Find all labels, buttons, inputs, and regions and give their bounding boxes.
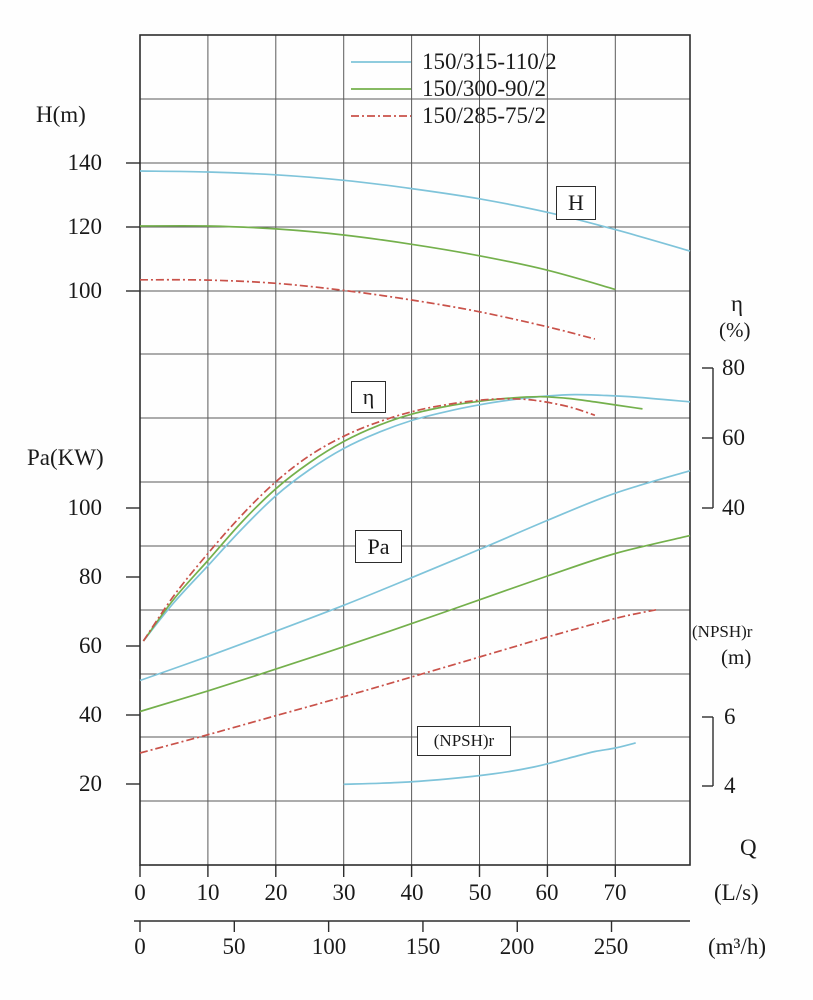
qls-tick-50: 50 xyxy=(468,880,492,905)
qm3h-tick-100: 100 xyxy=(311,934,347,959)
h-tick-120: 120 xyxy=(67,214,103,239)
qm3h-tick-0: 0 xyxy=(134,934,146,959)
curve-eta-150-300-90-2 xyxy=(142,395,643,642)
qls-tick-20: 20 xyxy=(264,880,288,905)
qm3h-tick-50: 50 xyxy=(222,934,246,959)
npsh-curve-tag: (NPSH)r xyxy=(417,726,511,756)
qm3h-tick-150: 150 xyxy=(405,934,441,959)
curve-npsh-150-315-110-2 xyxy=(343,742,636,786)
h-tick-100: 100 xyxy=(67,278,103,303)
curve-eta-150-285-75-2 xyxy=(142,397,596,642)
eta-tick-80: 80 xyxy=(722,355,745,380)
q-unit-ls: (L/s) xyxy=(714,880,759,905)
legend-label: 150/285-75/2 xyxy=(422,102,546,128)
eta-tick-60: 60 xyxy=(722,425,745,450)
h-tick-140: 140 xyxy=(67,150,103,175)
legend-label: 150/315-110/2 xyxy=(422,48,557,74)
legend-item: 150/285-75/2 xyxy=(350,102,557,129)
npsh-axis-unit: (m) xyxy=(721,645,752,669)
curve-h-150-300-90-2 xyxy=(139,224,616,291)
pa-tick-60: 60 xyxy=(79,633,102,658)
qls-tick-30: 30 xyxy=(332,880,356,905)
qm3h-tick-250: 250 xyxy=(593,934,629,959)
legend-line-icon xyxy=(351,60,411,63)
legend-item: 150/300-90/2 xyxy=(350,75,557,102)
q-axis-title: Q xyxy=(740,835,757,860)
pa-tick-20: 20 xyxy=(79,771,102,796)
legend-line-icon xyxy=(351,114,411,117)
h-curve-tag: H xyxy=(556,186,596,220)
qm3h-tick-200: 200 xyxy=(499,934,535,959)
npsh-tick-6: 6 xyxy=(724,704,736,729)
plot-border xyxy=(139,34,691,866)
legend-item: 150/315-110/2 xyxy=(350,48,557,75)
qls-tick-40: 40 xyxy=(400,880,424,905)
npsh-tick-4: 4 xyxy=(724,773,736,798)
qls-tick-0: 0 xyxy=(134,880,146,905)
legend-line-icon xyxy=(351,87,411,90)
pa-tick-100: 100 xyxy=(67,495,103,520)
pa-tick-80: 80 xyxy=(79,564,102,589)
curve-pa-150-315-110-2 xyxy=(139,469,691,682)
eta-curve-tag: η xyxy=(351,381,386,413)
pa-curve-tag: Pa xyxy=(355,530,402,563)
eta-axis-unit: (%) xyxy=(719,318,751,342)
q-unit-m3h: (m³/h) xyxy=(708,934,766,959)
pa-tick-40: 40 xyxy=(79,702,102,727)
curve-pa-150-285-75-2 xyxy=(139,608,657,754)
pa-axis-title: Pa(KW) xyxy=(27,445,104,470)
legend-label: 150/300-90/2 xyxy=(422,75,546,101)
eta-axis-title: η xyxy=(731,291,744,316)
curve-pa-150-300-90-2 xyxy=(139,534,691,713)
qls-tick-60: 60 xyxy=(535,880,559,905)
eta-tick-40: 40 xyxy=(722,495,745,520)
chart-legend: 150/315-110/2 150/300-90/2 150/285-75/2 xyxy=(350,48,557,129)
npsh-axis-title: (NPSH)r xyxy=(692,622,753,641)
h-axis-title: H(m) xyxy=(36,102,86,127)
curve-eta-150-315-110-2 xyxy=(142,393,691,642)
curve-h-150-315-110-2 xyxy=(139,170,691,252)
qls-tick-70: 70 xyxy=(603,880,627,905)
qls-tick-10: 10 xyxy=(196,880,220,905)
